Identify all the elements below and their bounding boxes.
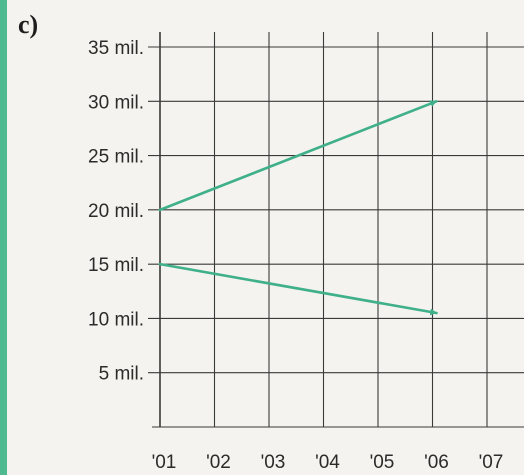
x-tick-label: '05: [370, 452, 395, 473]
x-tick-label: '01: [152, 452, 177, 473]
accent-bar: [0, 0, 7, 475]
y-tick-label: 20 mil.: [88, 201, 144, 222]
y-tick-label: 35 mil.: [88, 38, 144, 59]
x-tick-label: '07: [479, 452, 504, 473]
y-tick-label: 5 mil.: [99, 364, 144, 385]
y-tick-label: 15 mil.: [88, 255, 144, 276]
x-tick-label: '03: [261, 452, 286, 473]
series-arrow-2: [158, 262, 438, 316]
y-tick-label: 30 mil.: [88, 92, 144, 113]
x-tick-label: '02: [206, 452, 231, 473]
x-tick-label: '04: [315, 452, 340, 473]
y-tick-label: 25 mil.: [88, 147, 144, 168]
panel-label: c): [18, 10, 39, 39]
series-arrow-1: [158, 99, 438, 212]
y-tick-label: 10 mil.: [88, 309, 144, 330]
x-tick-label: '06: [424, 452, 449, 473]
